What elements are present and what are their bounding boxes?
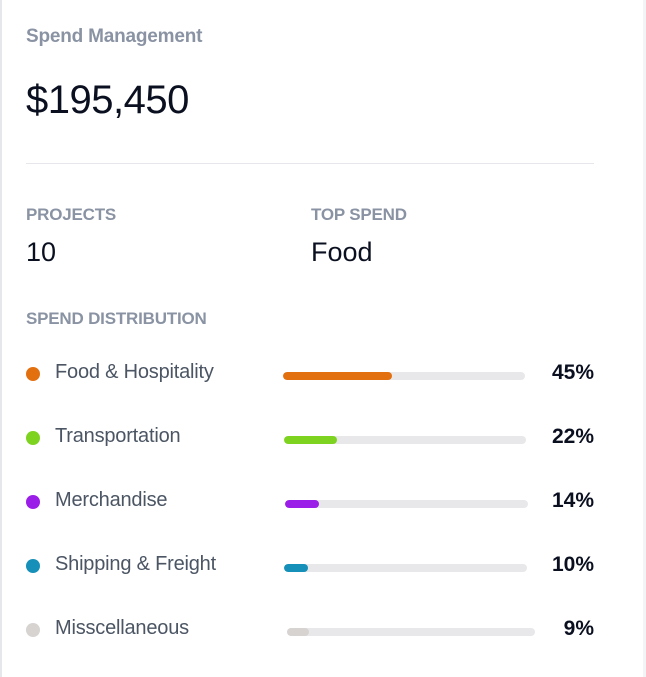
spend-distribution-label: SPEND DISTRIBUTION	[26, 309, 207, 328]
category-progress-track	[284, 564, 527, 572]
panel-right-border	[643, 0, 646, 677]
projects-value: 10	[26, 237, 57, 267]
panel-left-border	[0, 0, 2, 677]
distribution-row: Merchandise 14%	[26, 488, 594, 518]
category-progress-fill	[287, 628, 310, 636]
category-progress-fill	[284, 564, 309, 572]
spend-management-card: Spend Management $195,450 PROJECTS 10 TO…	[26, 0, 594, 677]
top-spend-label: TOP SPEND	[311, 205, 407, 224]
category-percent: 9%	[563, 617, 594, 640]
distribution-row: Food & Hospitality 45%	[26, 360, 594, 390]
category-percent: 45%	[551, 361, 594, 384]
category-progress-fill	[284, 436, 338, 444]
category-progress-fill	[283, 372, 392, 380]
category-color-dot	[26, 431, 40, 445]
category-color-dot	[26, 559, 40, 573]
distribution-row: Misscellaneous 9%	[26, 616, 594, 646]
category-progress-track	[285, 500, 528, 508]
category-label: Misscellaneous	[55, 617, 189, 639]
category-label: Food & Hospitality	[55, 361, 214, 383]
category-color-dot	[26, 623, 40, 637]
total-spend-amount: $195,450	[26, 78, 189, 122]
category-color-dot	[26, 367, 40, 381]
card-title: Spend Management	[26, 26, 203, 47]
category-percent: 22%	[551, 425, 594, 448]
category-progress-track	[284, 436, 526, 444]
category-percent: 14%	[551, 489, 594, 512]
distribution-row: Transportation 22%	[26, 424, 594, 454]
category-label: Transportation	[55, 425, 181, 447]
category-progress-track	[283, 372, 525, 380]
projects-label: PROJECTS	[26, 205, 117, 224]
category-progress-track	[287, 628, 535, 636]
category-color-dot	[26, 495, 40, 509]
category-label: Shipping & Freight	[55, 553, 216, 575]
category-progress-fill	[285, 500, 320, 508]
divider	[26, 163, 594, 164]
category-percent: 10%	[551, 553, 594, 576]
distribution-row: Shipping & Freight 10%	[26, 552, 594, 582]
category-label: Merchandise	[55, 489, 168, 511]
top-spend-value: Food	[311, 237, 373, 267]
